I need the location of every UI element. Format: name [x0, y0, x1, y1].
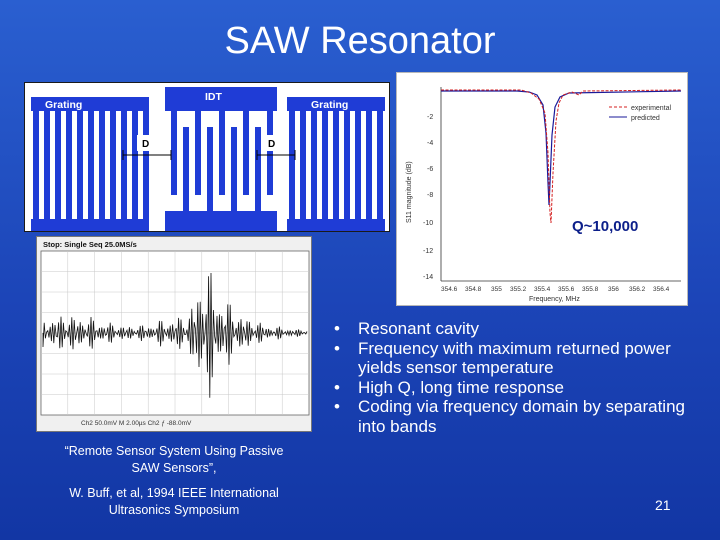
left-grating-fingers	[33, 111, 149, 219]
experimental-curve	[441, 89, 682, 224]
citation-line: “Remote Sensor System Using Passive	[64, 444, 284, 458]
idt-bottom-bus	[165, 211, 277, 231]
citation-line: Ultrasonics Symposium	[108, 503, 240, 517]
y-axis-label: S11 magnitude (dB)	[406, 161, 413, 223]
y-tick: -12	[423, 248, 433, 255]
x-tick: 354.6	[441, 286, 458, 293]
x-tick: 355	[491, 286, 502, 293]
scope-header: Stop: Single Seq 25.0MS/s	[43, 240, 137, 249]
slide-title: SAW Resonator	[224, 20, 496, 62]
citation-line: SAW Sensors”,	[131, 461, 217, 475]
x-tick: 355.4	[534, 286, 551, 293]
gap-label-right: D	[268, 139, 275, 150]
label-idt: IDT	[205, 91, 223, 103]
page-number: 21	[655, 497, 671, 513]
left-grating-bus	[31, 97, 149, 111]
x-axis-label: Frequency, MHz	[529, 296, 580, 303]
x-tick: 356	[608, 286, 619, 293]
gap-arrow-right	[256, 150, 296, 160]
bullet-text: Frequency with maximum returned power yi…	[358, 338, 671, 378]
plot-legend: experimental predicted	[609, 105, 672, 122]
idt-fingers	[171, 111, 273, 211]
q-factor-label: Q~10,000	[572, 218, 639, 235]
bullet-marker: •	[334, 377, 340, 397]
right-grating-fingers	[289, 111, 383, 219]
echo-waveform	[42, 272, 308, 398]
bullet-item: • Coding via frequency domain by separati…	[326, 397, 696, 436]
oscilloscope-capture: Stop: Single Seq 25.0MS/s Ch2 50.0mV M 2…	[36, 236, 312, 432]
saw-grating-diagram: Grating IDT Grating D D	[24, 82, 390, 232]
bullet-item: • Frequency with maximum returned power y…	[326, 339, 696, 378]
y-tick: -8	[427, 192, 433, 199]
y-tick-labels: -2 -4 -6 -8 -10 -12 -14	[423, 114, 433, 281]
x-tick-labels: 354.6 354.8 355 355.2 355.4 355.6 355.8 …	[441, 286, 670, 293]
legend-experimental: experimental	[631, 105, 672, 112]
bullet-list: • Resonant cavity • Frequency with maximum…	[326, 319, 696, 436]
x-tick: 354.8	[465, 286, 482, 293]
right-grating-bus	[287, 97, 385, 111]
idt-top-bus	[165, 87, 277, 111]
predicted-curve	[441, 90, 682, 206]
y-tick: -10	[423, 220, 433, 227]
bullet-marker: •	[334, 338, 340, 358]
label-grating-right: Grating	[311, 99, 348, 111]
x-tick: 356.4	[653, 286, 670, 293]
label-grating-left: Grating	[45, 99, 82, 111]
gap-label-left: D	[142, 139, 149, 150]
citation-line: W. Buff, et al, 1994 IEEE International	[69, 486, 279, 500]
left-grating-bus-bottom	[31, 219, 149, 231]
x-tick: 356.2	[629, 286, 646, 293]
x-tick: 355.6	[558, 286, 575, 293]
x-tick: 355.8	[582, 286, 599, 293]
bullet-marker: •	[334, 397, 340, 416]
bullet-item: • High Q, long time response	[326, 378, 696, 398]
right-grating-bus-bottom	[287, 219, 385, 231]
scope-footer: Ch2 50.0mV M 2.00µs Ch2 ƒ -88.0mV	[81, 420, 192, 427]
y-tick: -4	[427, 140, 433, 147]
y-tick: -2	[427, 114, 433, 121]
bullet-item: • Resonant cavity	[326, 319, 696, 339]
legend-predicted: predicted	[631, 115, 660, 122]
y-tick: -6	[427, 166, 433, 173]
bullet-marker: •	[334, 319, 340, 338]
bullet-text: Resonant cavity	[358, 319, 479, 338]
x-tick: 355.2	[510, 286, 527, 293]
y-tick: -14	[423, 274, 433, 281]
bullet-text: Coding via frequency domain by separatin…	[358, 397, 685, 436]
citation-source: W. Buff, et al, 1994 IEEE International …	[24, 485, 324, 519]
gap-arrow-left	[122, 150, 172, 160]
bullet-text: High Q, long time response	[358, 377, 564, 397]
resonance-plot: -2 -4 -6 -8 -10 -12 -14 354.6 354.8 355 …	[396, 72, 688, 306]
citation-title: “Remote Sensor System Using Passive SAW …	[24, 443, 324, 477]
